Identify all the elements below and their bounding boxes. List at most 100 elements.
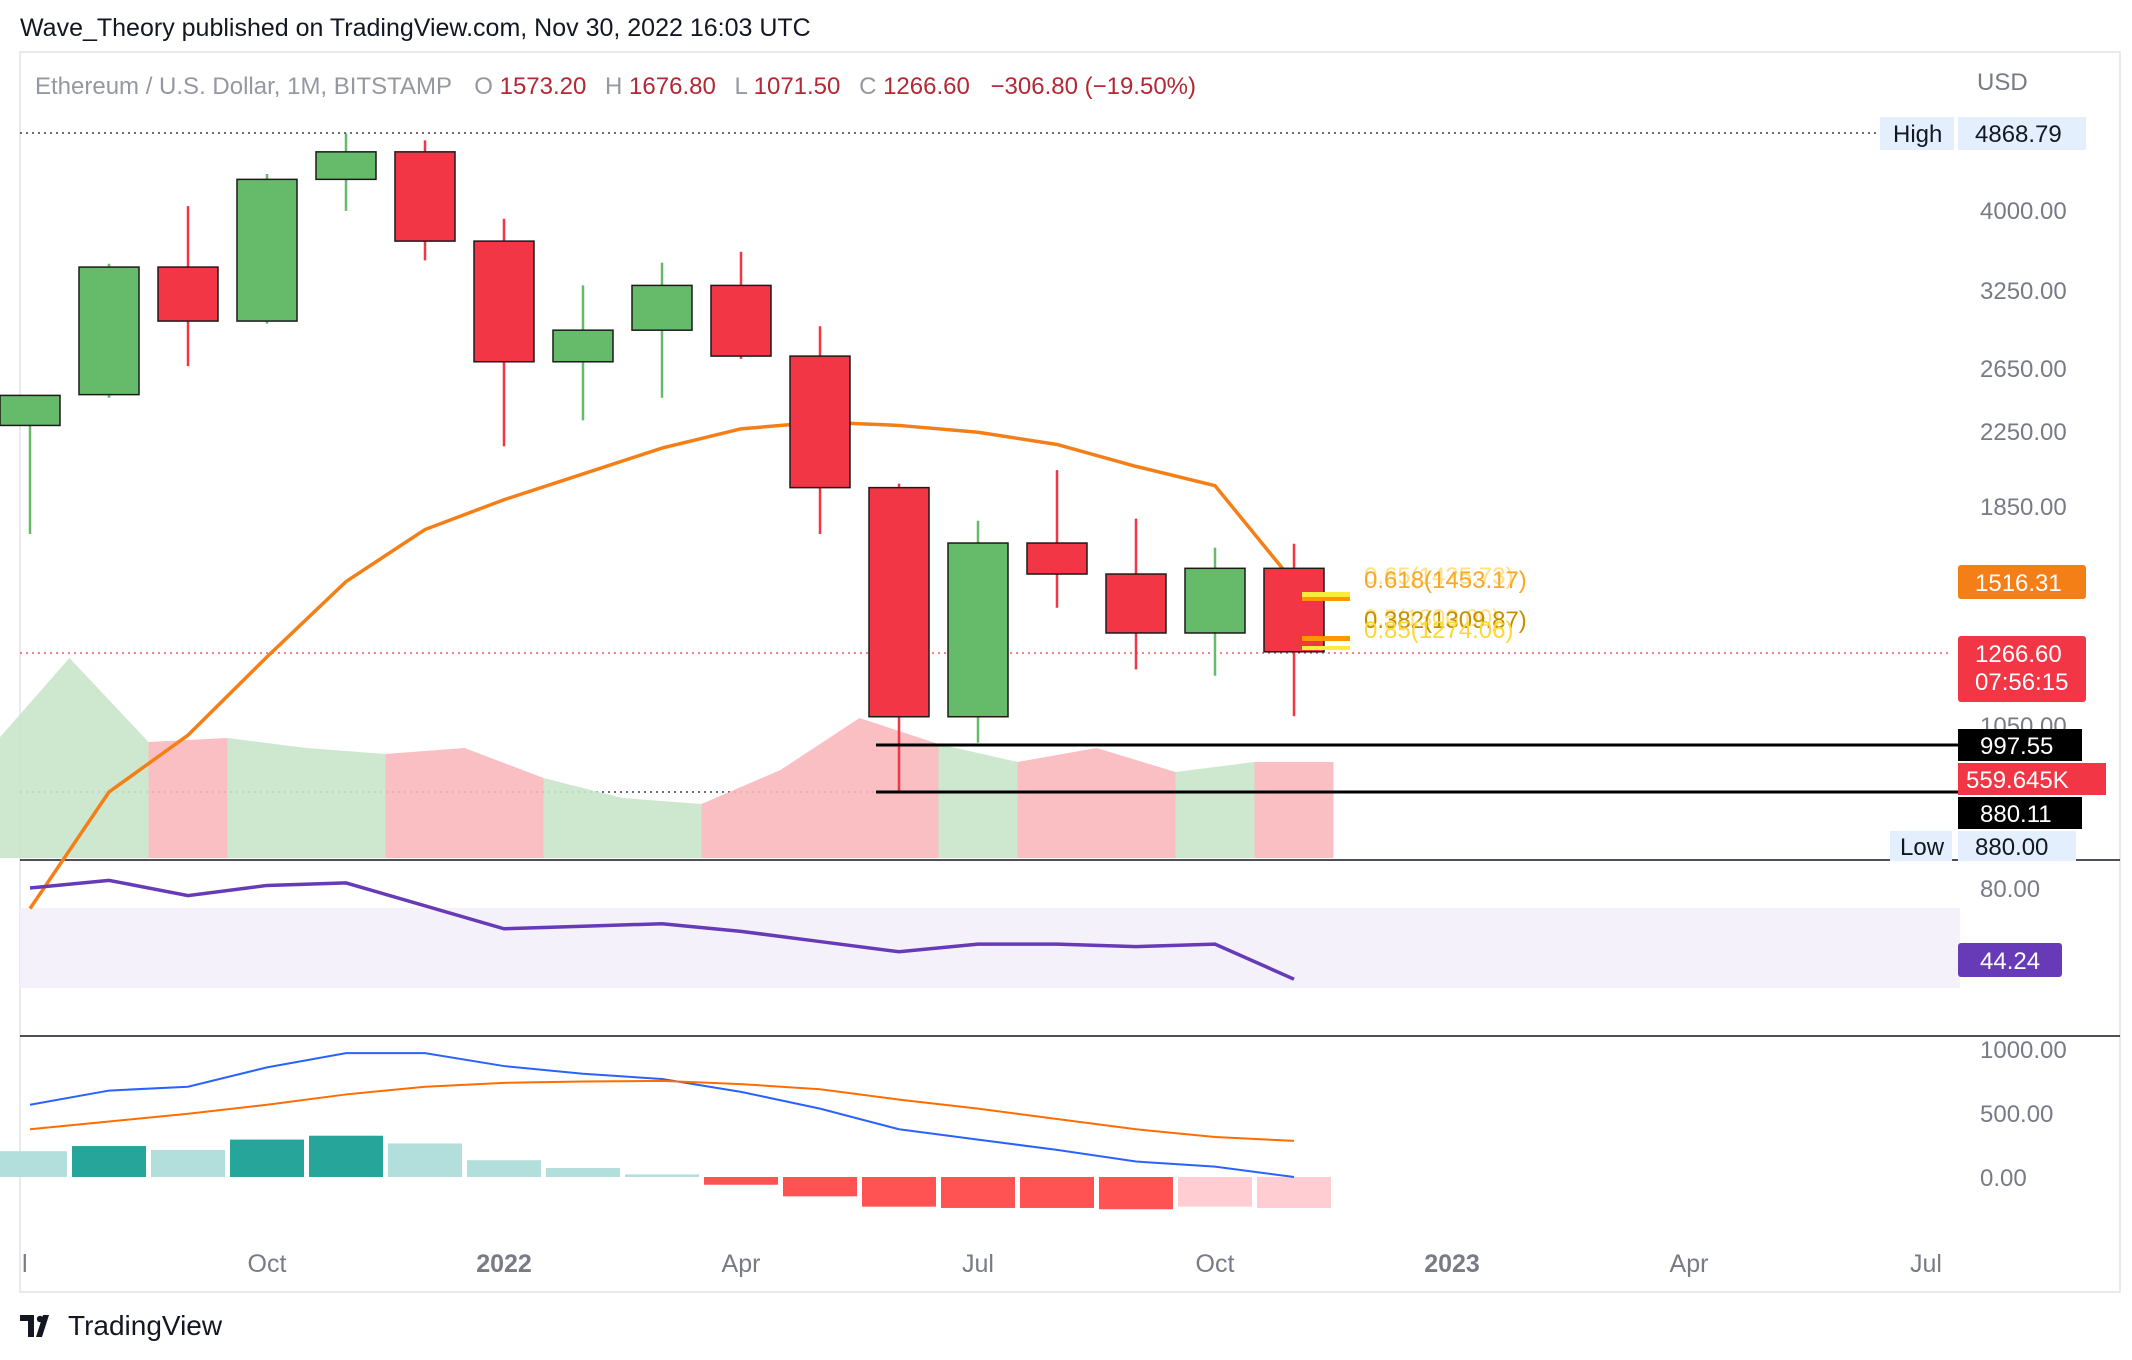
macd-axis-label: 1000.00 — [1980, 1037, 2067, 1064]
volume-segment — [938, 744, 1018, 858]
support1-value: 997.55 — [1980, 733, 2053, 760]
candle-body[interactable] — [1026, 542, 1088, 575]
time-axis-label: 2022 — [476, 1250, 532, 1278]
volume-segment — [1096, 748, 1176, 858]
candle-body[interactable] — [0, 394, 61, 427]
fib-bar-618 — [1302, 592, 1350, 598]
candle-body[interactable] — [1184, 567, 1246, 634]
volume-segment — [385, 748, 465, 858]
legend: Ethereum / U.S. Dollar, 1M, BITSTAMP O 1… — [35, 73, 1196, 100]
legend-open-label: O — [474, 73, 493, 100]
price-axis-label: 4000.00 — [1980, 198, 2067, 225]
candle-body[interactable] — [157, 266, 219, 322]
price-axis-label: 1850.00 — [1980, 494, 2067, 521]
fib-bar-65 — [1302, 597, 1350, 601]
high-value-bg — [1958, 117, 2086, 150]
legend-open-value: 1573.20 — [500, 73, 587, 100]
macd-line — [29, 1052, 1295, 1178]
volume-segment — [701, 770, 781, 858]
time-axis-label: 2023 — [1424, 1250, 1480, 1278]
tradingview-brand[interactable]: TradingView — [68, 1310, 223, 1341]
candle-body[interactable] — [236, 178, 298, 322]
price-axis-label: 2650.00 — [1980, 356, 2067, 383]
histogram-bar — [704, 1177, 778, 1185]
time-axis-label: Apr — [1670, 1250, 1709, 1278]
low-value: 880.00 — [1975, 834, 2048, 861]
support2-value: 880.11 — [1980, 801, 2052, 828]
price-chart[interactable]: 0.65(1425.73) 0.618(1453.17) 0.5(1300.00… — [0, 0, 2132, 1300]
macd-histogram — [0, 1135, 1331, 1210]
volume-segment — [464, 748, 544, 858]
volume-segment — [1254, 762, 1334, 858]
low-tag-label: Low — [1900, 834, 1945, 861]
volume-segment — [227, 738, 307, 858]
time-axis[interactable]: l Oct 2022 Apr Jul Oct 2023 Apr Jul — [22, 1250, 1942, 1278]
candle-body[interactable] — [1105, 573, 1167, 634]
rsi-band — [20, 908, 1960, 988]
candle-body[interactable] — [868, 486, 930, 718]
bar-countdown: 07:56:15 — [1975, 669, 2068, 696]
legend-low-value: 1071.50 — [754, 73, 841, 100]
time-axis-label: Oct — [248, 1250, 287, 1278]
histogram-bar — [72, 1146, 146, 1177]
histogram-bar — [1099, 1177, 1173, 1210]
legend-high-label: H — [605, 73, 622, 100]
histogram-bar — [388, 1143, 462, 1177]
time-axis-label: Apr — [722, 1250, 761, 1278]
support2-tag — [1958, 797, 2082, 829]
candle-body[interactable] — [631, 284, 693, 331]
candle-body[interactable] — [315, 151, 377, 181]
legend-high-value: 1676.80 — [629, 73, 716, 100]
candle-body[interactable] — [947, 542, 1009, 718]
high-tag-bg — [1880, 117, 1954, 150]
fib-label-65: 0.65(1425.73) — [1364, 563, 1513, 590]
high-tag-label: High — [1893, 121, 1942, 148]
fib-bar-85 — [1302, 646, 1350, 650]
histogram-bar — [1257, 1177, 1331, 1208]
volume-segment — [148, 738, 228, 858]
candle-body[interactable] — [710, 284, 772, 357]
histogram-bar — [1020, 1177, 1094, 1208]
candle-body[interactable] — [789, 355, 851, 489]
currency-label: USD — [1977, 69, 2028, 96]
footer: TradingView — [20, 1310, 222, 1342]
histogram-bar — [230, 1139, 304, 1177]
price-axis-label: 2250.00 — [1980, 419, 2067, 446]
rsi-value: 44.24 — [1980, 948, 2040, 975]
rsi-line — [29, 878, 1295, 981]
candle-body[interactable] — [473, 240, 535, 363]
high-value: 4868.79 — [1975, 121, 2062, 148]
price-axis-label: 3250.00 — [1980, 278, 2067, 305]
candles — [0, 133, 1325, 793]
moving-average-line — [28, 420, 1296, 910]
time-axis-label: Oct — [1196, 1250, 1235, 1278]
macd-axis-label: 500.00 — [1980, 1101, 2053, 1128]
macd-axis-label: 0.00 — [1980, 1165, 2027, 1192]
candle-body[interactable] — [552, 329, 614, 363]
time-axis-label: l — [22, 1250, 28, 1278]
candle-body[interactable] — [78, 266, 140, 396]
histogram-bar — [0, 1151, 67, 1177]
histogram-bar — [467, 1160, 541, 1177]
low-tag-bg — [1890, 831, 1952, 861]
volume-area — [0, 658, 1334, 858]
support1-tag — [1958, 729, 2082, 761]
histogram-bar — [151, 1149, 225, 1177]
volume-segment — [780, 718, 860, 858]
fib-label-618: 0.618(1453.17) — [1364, 567, 1527, 594]
chart-frame — [19, 51, 2121, 1293]
histogram-bar — [862, 1177, 936, 1207]
histogram-bar — [1178, 1177, 1252, 1207]
candle-body[interactable] — [1263, 567, 1325, 653]
fib-label-85: 0.85(1274.06) — [1364, 617, 1513, 644]
tradingview-logo-icon[interactable] — [20, 1313, 60, 1339]
candle-body[interactable] — [394, 151, 456, 242]
fib-bar-382 — [1302, 636, 1350, 641]
legend-symbol: Ethereum / U.S. Dollar, 1M, BITSTAMP — [35, 73, 452, 100]
rsi-axis-label: 80.00 — [1980, 876, 2040, 903]
publish-info: Wave_Theory published on TradingView.com… — [20, 14, 811, 42]
histogram-bar — [625, 1174, 699, 1177]
price-axis[interactable]: 4000.00 3250.00 2650.00 2250.00 1850.00 … — [1980, 198, 2067, 740]
histogram-bar — [783, 1177, 857, 1197]
rsi-value-tag — [1958, 943, 2062, 977]
